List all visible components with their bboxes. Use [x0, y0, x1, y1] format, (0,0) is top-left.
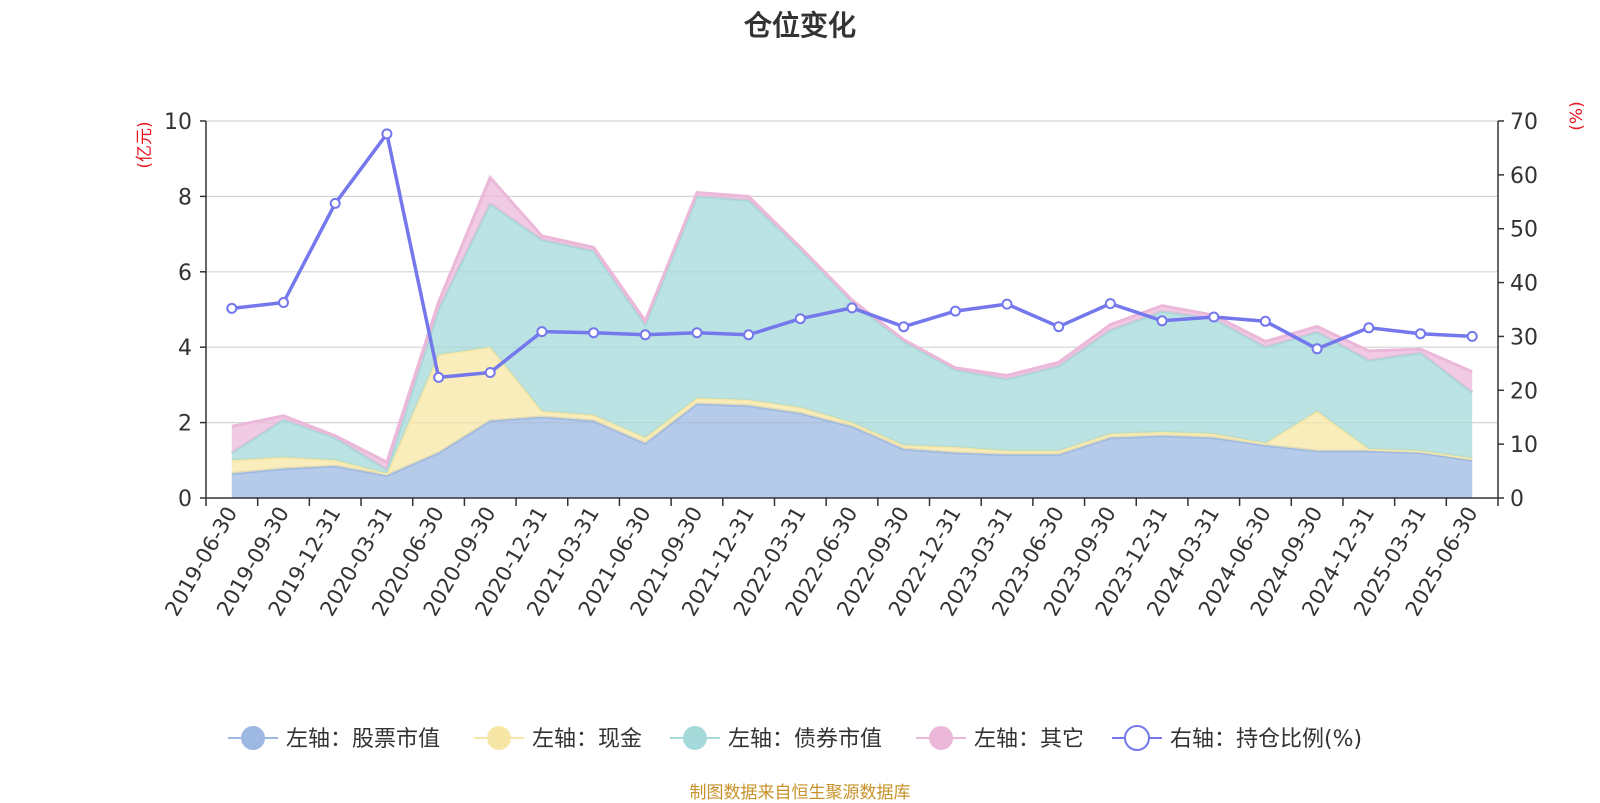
holding-ratio-point	[1208, 311, 1220, 323]
legend-item-2: 左轴：现金	[474, 726, 642, 752]
right-tick-label: 40	[1510, 272, 1538, 297]
holding-ratio-point	[1001, 298, 1013, 310]
left-tick-label: 8	[178, 185, 192, 210]
right-tick-label: 30	[1510, 325, 1538, 350]
area-edge-4	[231, 174, 1473, 465]
legend-marker	[929, 726, 953, 750]
legend-item-1: 左轴：股票市值	[228, 726, 440, 752]
holding-ratio-point	[1259, 315, 1271, 327]
right-tick-label: 60	[1510, 164, 1538, 189]
holding-ratio-point	[1156, 315, 1168, 327]
holding-ratio-point	[536, 326, 548, 338]
holding-ratio-point	[1311, 343, 1323, 355]
holding-ratio-point	[1053, 321, 1065, 333]
area-series-4	[231, 177, 1473, 470]
left-tick-label: 6	[178, 261, 192, 286]
legend-marker	[487, 726, 511, 750]
legend-marker	[683, 726, 707, 750]
holding-ratio-point	[1363, 322, 1375, 334]
left-tick-label: 10	[164, 110, 192, 135]
left-tick-label: 0	[178, 487, 192, 512]
holding-ratio-point	[484, 367, 496, 378]
holding-ratio-point	[329, 197, 341, 209]
holding-ratio-point	[1415, 328, 1426, 340]
holding-ratio-point	[639, 329, 651, 341]
right-tick-label: 50	[1510, 218, 1538, 243]
holding-ratio-point	[898, 321, 910, 333]
holding-ratio-point	[691, 327, 703, 339]
source-note: 制图数据来自恒生聚源数据库	[689, 783, 911, 803]
right-tick-label: 10	[1510, 433, 1538, 458]
legend-label: 左轴：债券市值	[728, 727, 882, 752]
legend-marker	[1124, 725, 1150, 751]
legend-label: 左轴：股票市值	[286, 727, 440, 752]
holding-ratio-point	[588, 327, 600, 339]
holding-ratio-point	[846, 302, 858, 314]
holding-ratio-point	[794, 313, 806, 325]
left-tick-label: 2	[178, 412, 192, 437]
area-series-1	[231, 403, 1473, 498]
left-axis-unit: (亿元)	[135, 121, 155, 168]
right-axis-unit: (%)	[1567, 101, 1587, 130]
legend-label: 左轴：其它	[974, 727, 1084, 752]
legend-label: 左轴：现金	[532, 727, 642, 752]
holding-ratio-point	[949, 305, 961, 317]
holding-ratio-point	[381, 128, 393, 140]
legend-label: 右轴：持仓比例(%)	[1170, 727, 1362, 752]
holding-ratio-point	[1104, 298, 1116, 310]
area-series-3	[231, 196, 1473, 474]
area-series-2	[231, 347, 1473, 476]
legend-marker	[241, 726, 265, 750]
holding-ratio-point	[743, 329, 755, 341]
holding-ratio-point	[1466, 330, 1478, 342]
legend-item-4: 左轴：其它	[916, 726, 1084, 752]
right-tick-label: 70	[1510, 110, 1538, 135]
holding-ratio-point	[433, 371, 445, 383]
chart-title: 仓位变化	[743, 9, 856, 42]
holding-ratio-point	[226, 302, 238, 314]
holding-ratio-point	[278, 297, 289, 308]
area-layers	[230, 174, 1474, 498]
legend-item-3: 左轴：债券市值	[670, 726, 882, 752]
right-tick-label: 20	[1510, 379, 1538, 404]
left-tick-label: 4	[178, 336, 192, 361]
right-tick-label: 0	[1510, 487, 1524, 512]
legend-item-5: 右轴：持仓比例(%)	[1112, 725, 1362, 752]
